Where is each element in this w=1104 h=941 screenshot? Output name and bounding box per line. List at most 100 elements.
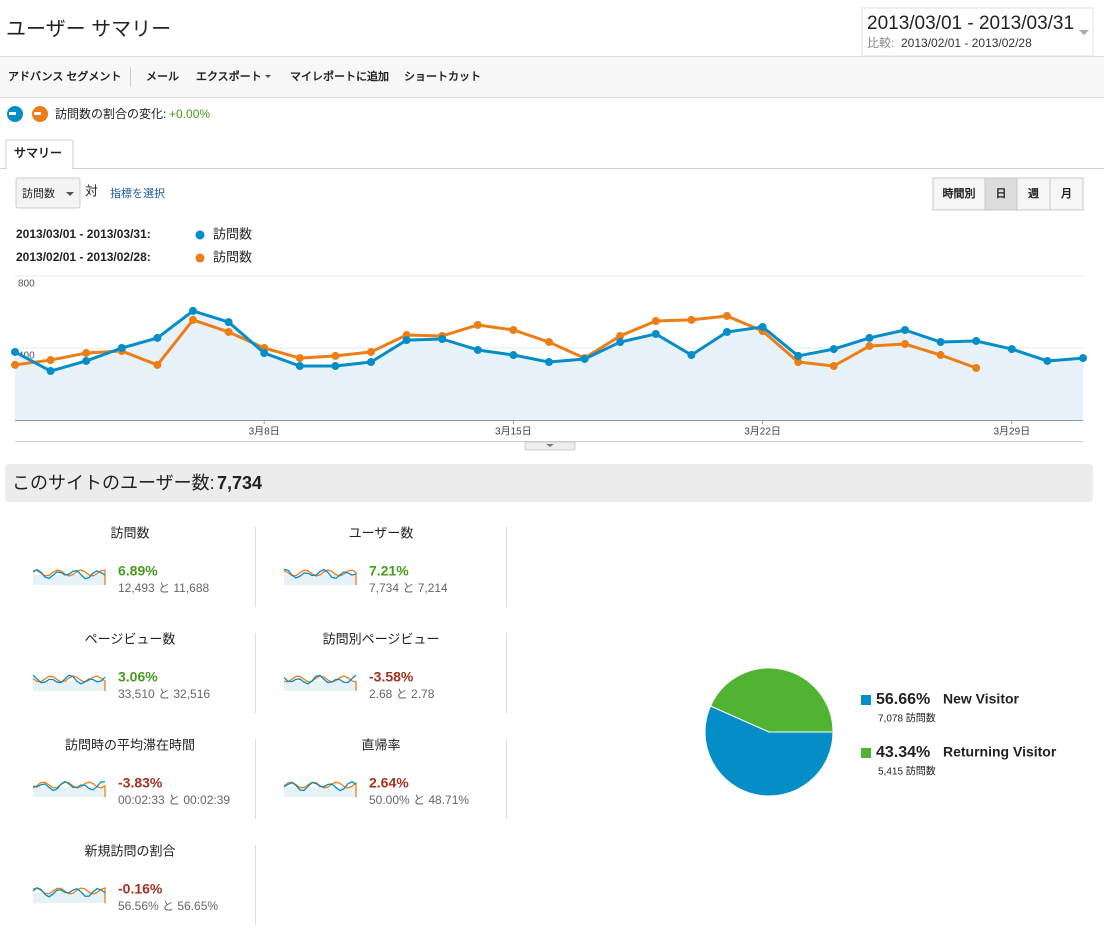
sparkline [283, 674, 357, 685]
data-point[interactable] [723, 311, 731, 320]
data-point[interactable] [46, 356, 55, 365]
data-point[interactable] [901, 340, 909, 349]
granularity-label[interactable]: 時間別 [943, 186, 976, 200]
pie-category: Returning Visitor [943, 744, 1057, 760]
legend: 2013/03/01 - 2013/03/31: 訪問数 2013/02/01 - … [16, 226, 252, 264]
granularity-label[interactable]: 月 [1060, 187, 1072, 200]
data-point[interactable] [509, 326, 518, 334]
metric-select-label[interactable]: 訪問数 [22, 187, 55, 200]
metric-select[interactable] [15, 177, 81, 209]
data-point[interactable] [260, 349, 269, 358]
data-point[interactable] [865, 342, 874, 351]
data-point[interactable] [723, 327, 731, 336]
data-point[interactable] [545, 338, 553, 347]
data-point[interactable] [865, 333, 874, 342]
data-point[interactable] [687, 351, 696, 360]
metric-change: 6.89% [118, 563, 158, 579]
legend-period: 2013/03/01 - 2013/03/31: [16, 227, 151, 241]
data-point[interactable] [46, 367, 55, 376]
data-point[interactable] [972, 336, 981, 345]
data-point[interactable] [402, 336, 411, 345]
data-point[interactable] [936, 338, 945, 347]
data-point[interactable] [1043, 356, 1052, 365]
dropdown-arrow[interactable] [66, 192, 74, 196]
data-point[interactable] [794, 351, 803, 360]
select-metric-link[interactable]: 指標を選択 [110, 186, 165, 200]
data-point[interactable] [331, 351, 340, 360]
data-point[interactable] [331, 362, 340, 370]
sparkline-bg [284, 575, 356, 585]
data-point[interactable] [189, 315, 197, 324]
sparkline-bg [33, 575, 105, 585]
dropdown-arrow[interactable] [1079, 30, 1089, 35]
data-point[interactable] [794, 358, 803, 367]
legend-marker [195, 253, 205, 263]
data-point[interactable] [224, 318, 233, 327]
metric-change: -0.16% [118, 881, 163, 897]
data-point[interactable] [972, 363, 981, 372]
date-picker[interactable] [861, 7, 1094, 57]
data-point[interactable] [295, 354, 304, 363]
granularity-label[interactable]: 日 [996, 187, 1007, 200]
data-point[interactable] [509, 351, 518, 360]
data-point[interactable] [189, 306, 197, 315]
data-point[interactable] [936, 351, 945, 360]
data-point[interactable] [758, 322, 767, 331]
granularity-button[interactable] [1016, 177, 1051, 211]
data-point[interactable] [829, 345, 838, 354]
metric-label: ページビュー数 [85, 631, 176, 646]
toolbar-item[interactable]: エクスポート [196, 69, 262, 83]
data-point[interactable] [1007, 345, 1016, 354]
data-point[interactable] [117, 344, 126, 352]
data-point[interactable] [1079, 354, 1087, 363]
tab-label[interactable]: サマリー [14, 146, 62, 160]
data-point[interactable] [367, 347, 375, 356]
data-point[interactable] [153, 333, 162, 342]
data-point[interactable] [545, 358, 553, 367]
data-point[interactable] [829, 362, 838, 370]
data-point[interactable] [651, 329, 660, 338]
data-point[interactable] [11, 347, 19, 356]
data-point[interactable] [82, 356, 91, 365]
legend-marker [195, 230, 205, 240]
toolbar-item[interactable]: メール [146, 71, 179, 83]
data-point[interactable] [224, 327, 233, 336]
chart-toggle-arrow[interactable] [546, 444, 554, 447]
data-point[interactable] [687, 315, 696, 324]
data-point[interactable] [367, 358, 375, 367]
toolbar-item[interactable]: アドバンス セグメント [8, 69, 121, 83]
metric-compare: 7,734 と 7,214 [369, 581, 448, 595]
data-point[interactable] [473, 320, 482, 329]
sparkline [32, 781, 106, 797]
granularity-group: 時間別 日 週 月 [932, 177, 1084, 211]
metric-change: 2.64% [369, 775, 409, 791]
data-point[interactable] [473, 345, 482, 354]
toolbar-item[interactable]: ショートカット [404, 70, 481, 83]
tab-gap [7, 166, 72, 170]
toolbar-item[interactable]: マイレポートに追加 [290, 69, 389, 83]
granularity-button[interactable] [932, 177, 986, 211]
data-point[interactable] [438, 335, 447, 343]
data-point[interactable] [82, 349, 91, 358]
granularity-button[interactable] [984, 177, 1018, 211]
data-point[interactable] [901, 326, 909, 334]
dropdown-arrow[interactable] [265, 75, 271, 78]
data-point[interactable] [616, 331, 625, 340]
data-point[interactable] [651, 317, 660, 325]
granularity-button[interactable] [1049, 177, 1084, 211]
data-point[interactable] [153, 360, 162, 369]
data-point[interactable] [616, 338, 625, 347]
pie-slice[interactable] [704, 705, 834, 797]
legend-label: 訪問数 [213, 249, 252, 264]
compare-range: 2013/02/01 - 2013/02/28 [901, 36, 1032, 50]
data-point[interactable] [11, 360, 19, 369]
pie-slice[interactable] [709, 667, 834, 733]
data-point[interactable] [580, 354, 589, 363]
x-tick-label: 3月22日 [744, 426, 781, 438]
date-range[interactable]: 2013/03/01 - 2013/03/31 [867, 13, 1074, 34]
sparkline-bg [33, 681, 105, 691]
data-point[interactable] [295, 362, 304, 370]
tab[interactable] [5, 139, 74, 169]
granularity-label[interactable]: 週 [1028, 186, 1039, 200]
